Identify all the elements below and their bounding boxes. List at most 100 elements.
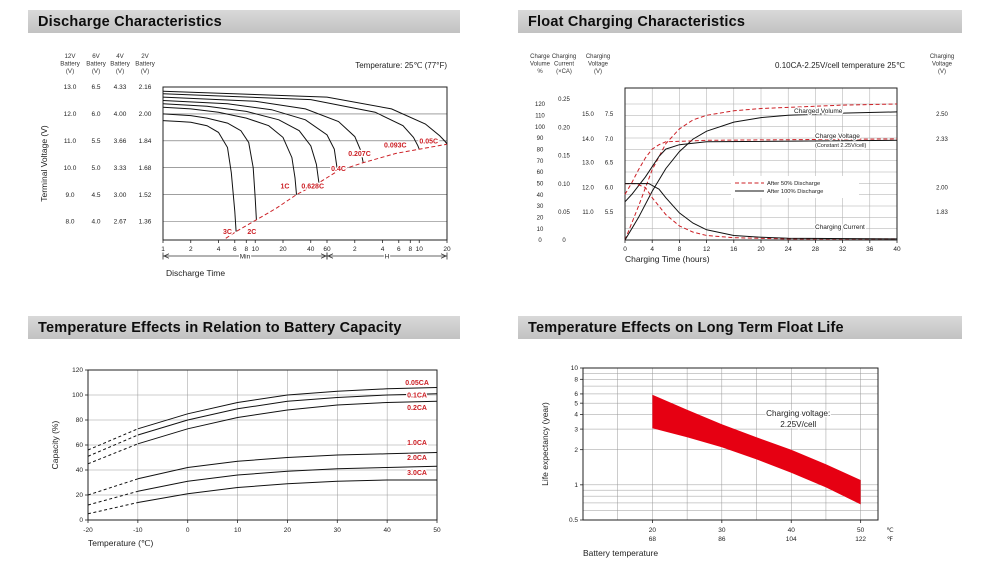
discharge-curve-3C	[162, 120, 237, 232]
svg-text:0.05: 0.05	[558, 210, 570, 216]
svg-text:0: 0	[538, 238, 542, 244]
svg-text:Battery: Battery	[60, 61, 81, 68]
svg-text:Volume: Volume	[530, 62, 551, 68]
svg-text:20: 20	[443, 246, 451, 253]
float-curve-charged-volume-100	[624, 111, 898, 241]
capacity-curve-3.0CA	[137, 479, 437, 503]
svg-text:0.2CA: 0.2CA	[407, 405, 427, 412]
svg-text:(×CA): (×CA)	[556, 69, 572, 75]
svg-text:(V): (V)	[141, 68, 149, 75]
svg-text:2C: 2C	[247, 229, 256, 236]
svg-text:(V): (V)	[116, 68, 124, 75]
svg-text:36: 36	[866, 246, 874, 253]
svg-text:32: 32	[839, 246, 847, 253]
capacity-curve-0.2CA-lowtemp	[87, 443, 139, 465]
svg-text:5.5: 5.5	[91, 138, 100, 145]
svg-text:50: 50	[857, 527, 865, 534]
svg-text:3: 3	[574, 426, 578, 433]
svg-text:0: 0	[186, 527, 190, 534]
svg-text:1.68: 1.68	[139, 165, 152, 172]
svg-text:Temperature (℃): Temperature (℃)	[88, 538, 153, 548]
svg-text:110: 110	[535, 114, 545, 120]
svg-text:0.15: 0.15	[558, 154, 570, 160]
svg-text:86: 86	[718, 536, 726, 543]
float-charging-chart: Charge Volume% Charging Current(×CA) Chargin…	[530, 54, 954, 264]
panel-float-charging: Float Charging Characteristics Charge Vol…	[518, 10, 962, 275]
svg-text:7.0: 7.0	[605, 137, 614, 143]
float-curve-charge-voltage-100	[624, 139, 898, 203]
svg-text:2.33: 2.33	[936, 137, 948, 143]
svg-text:10: 10	[537, 227, 544, 233]
svg-text:H: H	[385, 253, 390, 260]
svg-text:4V: 4V	[116, 53, 124, 60]
svg-text:10: 10	[571, 365, 579, 372]
svg-text:60: 60	[76, 442, 84, 449]
svg-text:2.67: 2.67	[114, 219, 127, 226]
svg-text:Capacity (%): Capacity (%)	[50, 421, 60, 470]
svg-text:(Constant 2.25V/cell): (Constant 2.25V/cell)	[815, 143, 867, 149]
svg-text:Battery temperature: Battery temperature	[583, 548, 658, 558]
svg-text:10.0: 10.0	[64, 165, 77, 172]
svg-text:6: 6	[574, 391, 578, 398]
svg-text:6.0: 6.0	[91, 111, 100, 118]
svg-text:℃: ℃	[886, 527, 894, 534]
panel-temperature-capacity: Temperature Effects in Relation to Batte…	[28, 316, 460, 554]
capacity-curve-0.1CA	[137, 393, 438, 436]
svg-text:Battery: Battery	[86, 61, 107, 68]
temperature-capacity-chart: -20 -10 0 10 20 30 40 50 0 20 40 60 80 100 120 Capacity…	[50, 367, 441, 548]
svg-text:68: 68	[649, 536, 657, 543]
svg-text:20: 20	[757, 246, 765, 253]
capacity-curve-1.0CA-lowtemp	[87, 478, 139, 496]
svg-text:40: 40	[537, 193, 544, 199]
svg-text:Charging Current: Charging Current	[815, 224, 865, 231]
svg-text:3.33: 3.33	[114, 165, 127, 172]
svg-text:Voltage: Voltage	[588, 62, 609, 68]
svg-text:4: 4	[217, 246, 221, 253]
svg-text:60: 60	[323, 246, 331, 253]
svg-text:Battery: Battery	[110, 61, 131, 68]
float-curve-charging-current-100	[625, 183, 898, 240]
svg-text:Temperature: 25℃ (77°F): Temperature: 25℃ (77°F)	[355, 61, 447, 70]
svg-text:40: 40	[788, 527, 796, 534]
svg-text:-10: -10	[133, 527, 143, 534]
svg-text:10: 10	[234, 527, 242, 534]
capacity-curve-3.0CA-lowtemp	[87, 502, 139, 515]
svg-text:Discharge Time: Discharge Time	[166, 268, 225, 278]
svg-text:2.25V/cell: 2.25V/cell	[780, 420, 816, 429]
svg-text:Charge Voltage: Charge Voltage	[815, 133, 860, 140]
svg-text:1: 1	[161, 246, 165, 253]
panel-title: Temperature Effects in Relation to Batte…	[38, 319, 402, 336]
svg-text:Charge: Charge	[530, 54, 550, 60]
svg-text:Terminal Voltage (V): Terminal Voltage (V)	[39, 125, 49, 202]
svg-text:12.0: 12.0	[582, 185, 594, 191]
svg-text:Current: Current	[554, 62, 574, 68]
svg-text:1.52: 1.52	[139, 192, 152, 199]
svg-text:24: 24	[785, 246, 793, 253]
panel-float-life: Temperature Effects on Long Term Float L…	[518, 316, 962, 562]
svg-text:Charged Volume: Charged Volume	[794, 108, 843, 115]
svg-text:Charging: Charging	[586, 54, 610, 60]
svg-text:2.00: 2.00	[139, 111, 152, 118]
svg-text:0: 0	[79, 517, 83, 524]
svg-text:11.0: 11.0	[582, 210, 594, 216]
svg-text:4.5: 4.5	[91, 192, 100, 199]
svg-text:40: 40	[76, 467, 84, 474]
svg-text:5.0: 5.0	[91, 165, 100, 172]
svg-text:0.25: 0.25	[558, 97, 570, 103]
svg-text:8: 8	[678, 246, 682, 253]
svg-text:0: 0	[623, 246, 627, 253]
svg-text:10: 10	[252, 246, 260, 253]
svg-text:100: 100	[535, 125, 546, 131]
svg-text:7.5: 7.5	[605, 112, 614, 118]
svg-text:(V): (V)	[938, 69, 946, 75]
svg-text:0.10CA-2.25V/cell temperature: 0.10CA-2.25V/cell temperature 25℃	[775, 61, 905, 70]
svg-text:6.5: 6.5	[605, 160, 614, 166]
svg-text:2.50: 2.50	[936, 112, 948, 118]
svg-text:3.00: 3.00	[114, 192, 127, 199]
svg-text:104: 104	[786, 536, 797, 543]
svg-text:120: 120	[535, 102, 546, 108]
svg-text:60: 60	[537, 170, 544, 176]
svg-text:40: 40	[893, 246, 901, 253]
discharge-curve-0.207C	[162, 96, 364, 163]
